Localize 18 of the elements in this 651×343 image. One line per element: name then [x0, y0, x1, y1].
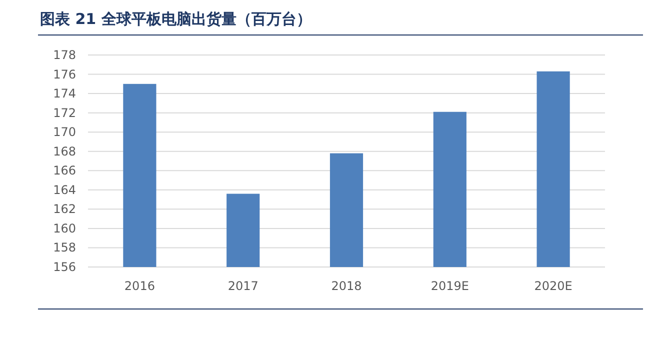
x-tick-label: 2016: [124, 279, 155, 293]
y-tick-label: 158: [53, 240, 76, 255]
chart-title: 图表 21 全球平板电脑出货量（百万台）: [40, 10, 312, 28]
x-tick-label: 2017: [228, 279, 258, 293]
x-tick-label: 2019E: [430, 279, 469, 293]
y-tick-label: 174: [53, 86, 76, 101]
y-tick-label: 164: [53, 182, 76, 197]
y-tick-label: 178: [53, 48, 76, 62]
x-tick-label: 2018: [331, 279, 362, 293]
y-tick-label: 176: [53, 67, 76, 82]
y-tick-label: 172: [53, 106, 76, 120]
y-tick-label: 156: [53, 260, 76, 274]
y-tick-label: 160: [53, 221, 76, 236]
y-tick-label: 168: [53, 144, 76, 158]
y-tick-label: 166: [53, 164, 76, 178]
y-tick-label: 162: [53, 202, 76, 216]
x-tick-label: 2020E: [534, 279, 572, 293]
y-tick-label: 170: [53, 125, 76, 140]
